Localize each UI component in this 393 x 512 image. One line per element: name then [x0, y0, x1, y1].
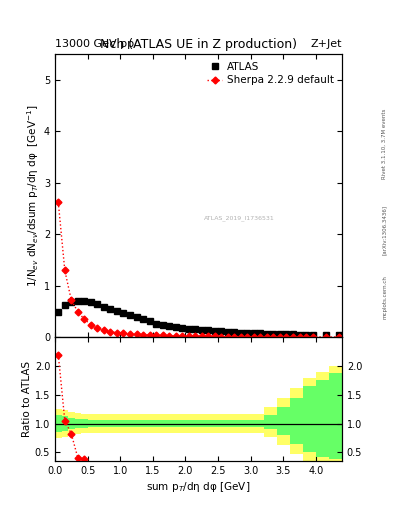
- Sherpa 2.2.9 default: [219, 334, 224, 340]
- Sherpa 2.2.9 default: [115, 330, 119, 336]
- Sherpa 2.2.9 default: [186, 333, 191, 339]
- ATLAS: [62, 303, 67, 309]
- Sherpa 2.2.9 default: [304, 334, 309, 340]
- Sherpa 2.2.9 default: [95, 325, 100, 331]
- Text: ATLAS_2019_I1736531: ATLAS_2019_I1736531: [204, 216, 275, 221]
- ATLAS: [258, 330, 263, 336]
- ATLAS: [336, 332, 341, 338]
- Sherpa 2.2.9 default: [88, 322, 93, 328]
- ATLAS: [271, 331, 276, 337]
- ATLAS: [141, 316, 145, 323]
- Sherpa 2.2.9 default: [206, 333, 211, 339]
- Sherpa 2.2.9 default: [232, 334, 237, 340]
- ATLAS: [115, 308, 119, 314]
- ATLAS: [154, 321, 158, 327]
- Sherpa 2.2.9 default: [193, 333, 198, 339]
- Sherpa 2.2.9 default: [75, 309, 80, 315]
- ATLAS: [323, 332, 328, 338]
- Y-axis label: 1/N$_{ev}$ dN$_{ev}$/dsum p$_{T}$/dη dφ  [GeV$^{-1}$]: 1/N$_{ev}$ dN$_{ev}$/dsum p$_{T}$/dη dφ …: [25, 104, 41, 287]
- Sherpa 2.2.9 default: [69, 297, 73, 304]
- Sherpa 2.2.9 default: [271, 334, 276, 340]
- Sherpa 2.2.9 default: [173, 333, 178, 339]
- Y-axis label: Ratio to ATLAS: Ratio to ATLAS: [22, 361, 32, 437]
- ATLAS: [297, 332, 302, 338]
- ATLAS: [75, 298, 80, 305]
- Sherpa 2.2.9 default: [323, 334, 328, 340]
- Sherpa 2.2.9 default: [147, 332, 152, 338]
- ATLAS: [232, 329, 237, 335]
- ATLAS: [239, 330, 243, 336]
- Sherpa 2.2.9 default: [245, 334, 250, 340]
- Sherpa 2.2.9 default: [180, 333, 185, 339]
- X-axis label: sum p$_{T}$/dη dφ [GeV]: sum p$_{T}$/dη dφ [GeV]: [146, 480, 251, 494]
- ATLAS: [167, 323, 171, 329]
- ATLAS: [193, 326, 198, 332]
- ATLAS: [226, 329, 230, 335]
- Sherpa 2.2.9 default: [336, 334, 341, 340]
- Sherpa 2.2.9 default: [252, 334, 256, 340]
- ATLAS: [173, 324, 178, 330]
- ATLAS: [245, 330, 250, 336]
- Line: ATLAS: ATLAS: [55, 298, 342, 339]
- ATLAS: [219, 328, 224, 334]
- Sherpa 2.2.9 default: [101, 327, 106, 333]
- Sherpa 2.2.9 default: [291, 334, 296, 340]
- ATLAS: [82, 298, 87, 305]
- ATLAS: [56, 309, 61, 315]
- Sherpa 2.2.9 default: [310, 334, 315, 340]
- Sherpa 2.2.9 default: [284, 334, 289, 340]
- ATLAS: [88, 300, 93, 306]
- Sherpa 2.2.9 default: [134, 331, 139, 337]
- Text: Rivet 3.1.10, 3.7M events: Rivet 3.1.10, 3.7M events: [382, 108, 387, 179]
- Line: Sherpa 2.2.9 default: Sherpa 2.2.9 default: [56, 200, 341, 339]
- ATLAS: [128, 312, 132, 318]
- Legend: ATLAS, Sherpa 2.2.9 default: ATLAS, Sherpa 2.2.9 default: [204, 59, 337, 89]
- Sherpa 2.2.9 default: [141, 332, 145, 338]
- ATLAS: [121, 310, 126, 316]
- Sherpa 2.2.9 default: [167, 333, 171, 339]
- ATLAS: [304, 332, 309, 338]
- ATLAS: [95, 302, 100, 308]
- Sherpa 2.2.9 default: [82, 316, 87, 323]
- Text: [arXiv:1306.3436]: [arXiv:1306.3436]: [382, 205, 387, 255]
- ATLAS: [101, 304, 106, 310]
- Sherpa 2.2.9 default: [121, 330, 126, 336]
- Sherpa 2.2.9 default: [154, 332, 158, 338]
- Sherpa 2.2.9 default: [226, 334, 230, 340]
- ATLAS: [277, 331, 282, 337]
- Text: mcplots.cern.ch: mcplots.cern.ch: [382, 275, 387, 319]
- Sherpa 2.2.9 default: [212, 333, 217, 339]
- Sherpa 2.2.9 default: [258, 334, 263, 340]
- ATLAS: [291, 331, 296, 337]
- Sherpa 2.2.9 default: [108, 329, 113, 335]
- Sherpa 2.2.9 default: [264, 334, 269, 340]
- ATLAS: [206, 327, 211, 333]
- Sherpa 2.2.9 default: [62, 267, 67, 273]
- Title: Nch (ATLAS UE in Z production): Nch (ATLAS UE in Z production): [100, 38, 297, 51]
- Sherpa 2.2.9 default: [128, 331, 132, 337]
- ATLAS: [160, 322, 165, 328]
- Text: 13000 GeV pp: 13000 GeV pp: [55, 38, 134, 49]
- Sherpa 2.2.9 default: [160, 332, 165, 338]
- ATLAS: [252, 330, 256, 336]
- ATLAS: [69, 300, 73, 306]
- Sherpa 2.2.9 default: [277, 334, 282, 340]
- Sherpa 2.2.9 default: [239, 334, 243, 340]
- Text: Z+Jet: Z+Jet: [310, 38, 342, 49]
- ATLAS: [264, 331, 269, 337]
- ATLAS: [199, 327, 204, 333]
- ATLAS: [310, 332, 315, 338]
- ATLAS: [284, 331, 289, 337]
- Sherpa 2.2.9 default: [199, 333, 204, 339]
- ATLAS: [212, 328, 217, 334]
- Sherpa 2.2.9 default: [297, 334, 302, 340]
- ATLAS: [134, 314, 139, 321]
- ATLAS: [180, 325, 185, 331]
- ATLAS: [186, 326, 191, 332]
- Sherpa 2.2.9 default: [56, 199, 61, 205]
- ATLAS: [108, 306, 113, 312]
- ATLAS: [147, 318, 152, 325]
